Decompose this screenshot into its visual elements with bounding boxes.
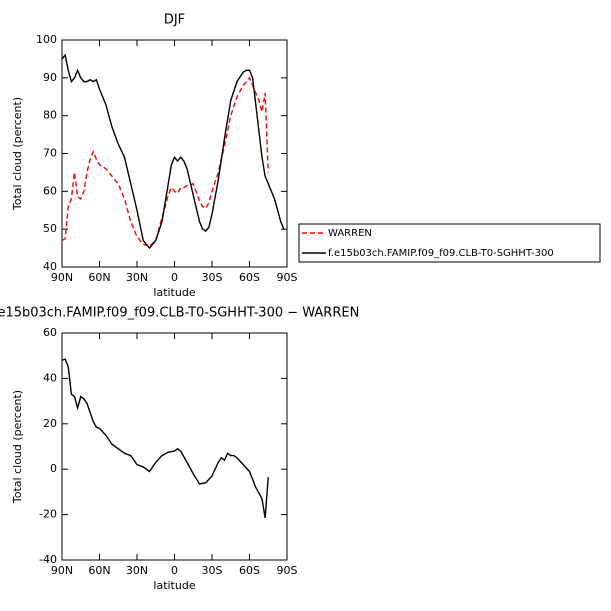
x-tick-label: 60N: [88, 271, 110, 284]
x-tick-label: 90N: [51, 564, 73, 577]
y-axis-label: Total cloud (percent): [11, 390, 24, 504]
x-tick-label: 60S: [239, 271, 260, 284]
y-tick-label: 100: [36, 33, 57, 46]
y-axis-label: Total cloud (percent): [11, 97, 24, 211]
y-tick-label: 40: [43, 371, 57, 384]
legend-box: [298, 223, 601, 263]
y-tick-label: 0: [50, 462, 57, 475]
y-tick-label: -40: [39, 553, 57, 566]
x-axis-label: latitude: [153, 286, 195, 299]
x-tick-label: 90S: [277, 271, 298, 284]
x-tick-label: 30S: [202, 271, 223, 284]
plot-frame: [61, 332, 288, 561]
y-tick-label: -20: [39, 508, 57, 521]
x-tick-label: 30N: [126, 271, 148, 284]
data-line: [61, 358, 269, 519]
x-tick-label: 90S: [277, 564, 298, 577]
y-tick-label: 80: [43, 109, 57, 122]
legend-label: f.e15b03ch.FAMIP.f09_f09.CLB-T0-SGHHT-30…: [328, 248, 554, 259]
x-tick-label: 90N: [51, 271, 73, 284]
x-tick-label: 0: [171, 271, 178, 284]
data-line: [61, 53, 285, 250]
x-axis-label: latitude: [153, 579, 195, 592]
y-tick-label: 60: [43, 184, 57, 197]
plot-frame: [61, 39, 288, 268]
x-tick-label: 60N: [88, 564, 110, 577]
y-tick-label: 90: [43, 71, 57, 84]
chart-title: f.e15b03ch.FAMIP.f09_f09.CLB-T0-SGHHT-30…: [0, 306, 359, 321]
legend-label: WARREN: [328, 228, 372, 239]
data-line: [61, 76, 269, 247]
x-tick-label: 60S: [239, 564, 260, 577]
y-tick-label: 40: [43, 260, 57, 273]
y-tick-label: 20: [43, 417, 57, 430]
y-tick-label: 70: [43, 147, 57, 160]
x-tick-label: 30S: [202, 564, 223, 577]
chart-title: DJF: [164, 13, 185, 28]
y-tick-label: 60: [43, 326, 57, 339]
x-tick-label: 30N: [126, 564, 148, 577]
y-tick-label: 50: [43, 222, 57, 235]
x-tick-label: 0: [171, 564, 178, 577]
